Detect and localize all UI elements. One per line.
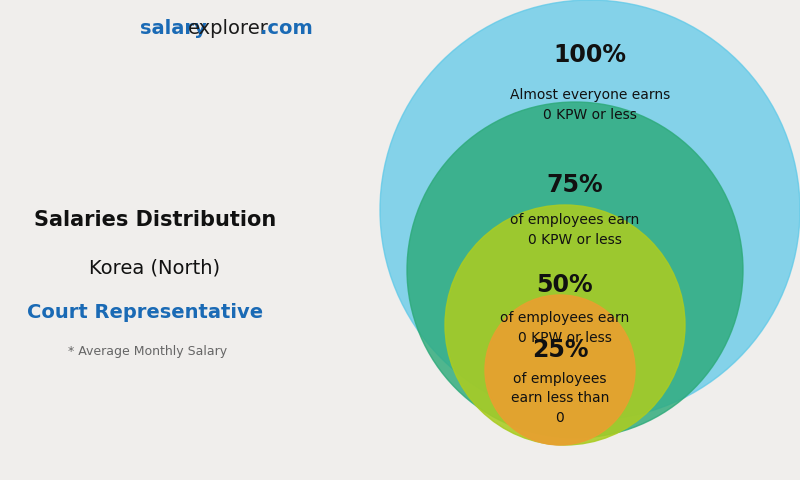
Text: .com: .com [260,19,313,37]
Text: explorer: explorer [188,19,269,37]
Text: Korea (North): Korea (North) [90,259,221,277]
Circle shape [485,295,635,445]
Text: Almost everyone earns
0 KPW or less: Almost everyone earns 0 KPW or less [510,88,670,122]
Circle shape [407,102,743,438]
Text: Salaries Distribution: Salaries Distribution [34,210,276,230]
Text: of employees earn
0 KPW or less: of employees earn 0 KPW or less [500,311,630,345]
Text: salary: salary [140,19,206,37]
Text: 50%: 50% [537,273,594,297]
Text: 25%: 25% [532,338,588,362]
Text: Court Representative: Court Representative [27,302,263,322]
Circle shape [445,205,685,445]
Circle shape [380,0,800,420]
Text: 75%: 75% [546,173,603,197]
Text: 100%: 100% [554,43,626,67]
Text: * Average Monthly Salary: * Average Monthly Salary [69,346,227,359]
Text: of employees earn
0 KPW or less: of employees earn 0 KPW or less [510,213,640,247]
Text: of employees
earn less than
0: of employees earn less than 0 [511,372,609,424]
